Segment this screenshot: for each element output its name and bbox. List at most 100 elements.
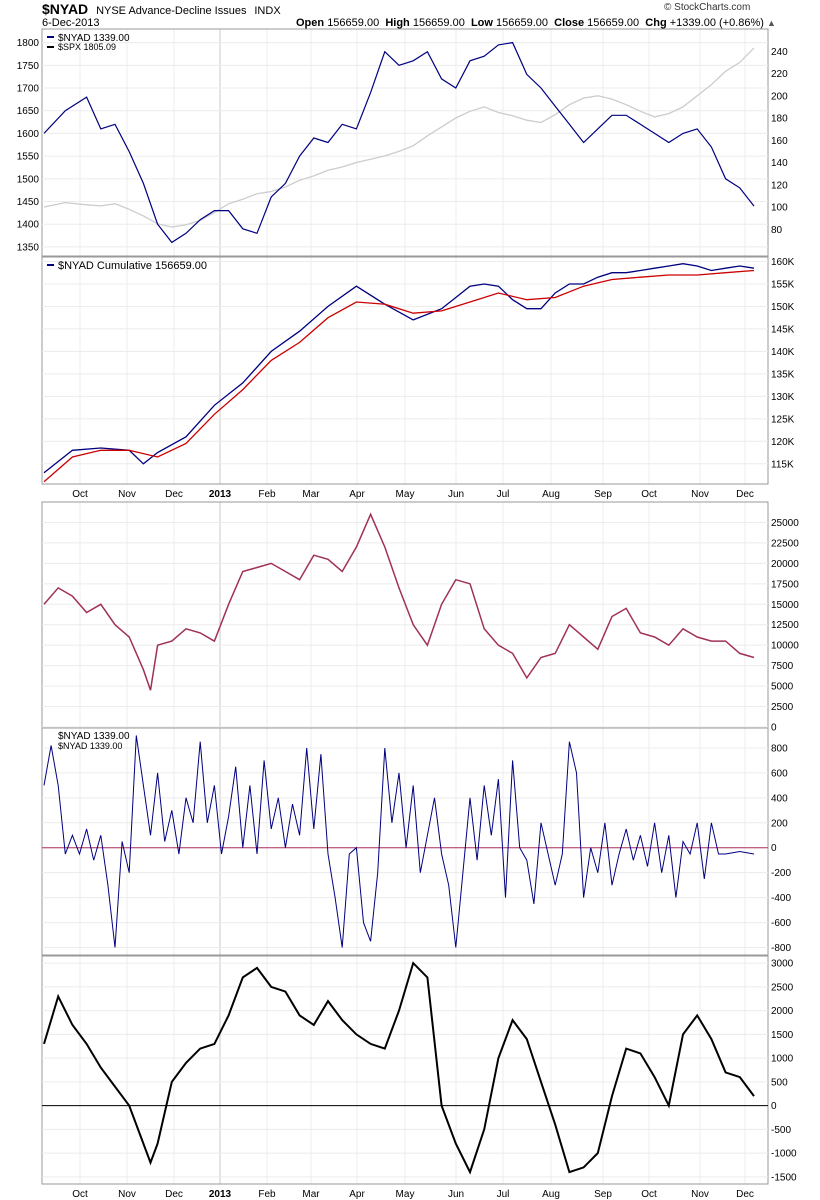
spx-line — [43, 47, 755, 228]
x-tick-label: Oct — [641, 489, 657, 500]
y-tick-label: 2000 — [771, 1006, 794, 1017]
legend-label: $NYAD 1339.00 — [58, 731, 130, 742]
x-tick-label: Aug — [542, 1189, 560, 1200]
y-tick-label: 0 — [771, 843, 777, 854]
open-label: Open — [296, 17, 325, 29]
high-value: 156659.00 — [412, 17, 465, 29]
y-tick-label-right: 220 — [771, 69, 788, 80]
x-tick-label: May — [396, 1189, 415, 1200]
x-tick-label: Sep — [594, 489, 612, 500]
panel-frame — [41, 955, 769, 1185]
x-tick-label: Oct — [72, 1189, 88, 1200]
chg-label: Chg — [645, 17, 667, 29]
y-tick-label: 1000 — [771, 1054, 794, 1065]
chart-date: 6-Dec-2013 — [42, 17, 100, 29]
exchange: INDX — [254, 5, 281, 17]
x-tick-label: Dec — [736, 1189, 754, 1200]
x-tick-label: Dec — [165, 489, 183, 500]
cumulative-line — [43, 263, 755, 474]
x-tick-label: Aug — [542, 489, 560, 500]
x-tick-label: Nov — [691, 489, 709, 500]
x-tick-label: Feb — [258, 1189, 276, 1200]
x-tick-label: Oct — [72, 489, 88, 500]
y-tick-label: 400 — [771, 793, 788, 804]
collapse-icon[interactable]: ▲ — [767, 18, 776, 28]
legend-label: $NYAD 1339.00 — [58, 741, 122, 751]
x-tick-label: Nov — [118, 489, 136, 500]
y-tick-label: 115K — [771, 459, 794, 470]
y-tick-label: 7500 — [771, 661, 794, 672]
y-tick-label: -500 — [771, 1125, 791, 1136]
y-tick-label-left: 1500 — [17, 174, 40, 185]
y-tick-label-left: 1550 — [17, 152, 40, 163]
x-tick-label: Dec — [736, 489, 754, 500]
y-tick-label: 150K — [771, 302, 795, 313]
y-tick-label: 600 — [771, 768, 788, 779]
y-tick-label-left: 1800 — [17, 38, 40, 49]
low-value: 156659.00 — [496, 17, 549, 29]
y-tick-label-right: 120 — [771, 180, 788, 191]
y-tick-label: -1000 — [771, 1149, 797, 1160]
x-tick-label: Jul — [497, 1189, 510, 1200]
x-tick-label: Jun — [448, 1189, 464, 1200]
y-tick-label: 5000 — [771, 682, 794, 693]
y-tick-label: 25000 — [771, 518, 799, 529]
y-tick-label: 500 — [771, 1077, 788, 1088]
y-tick-label: 160K — [771, 257, 795, 268]
symbol: $NYAD — [42, 1, 89, 17]
x-tick-label: Sep — [594, 1189, 612, 1200]
x-tick-label: 2013 — [209, 1189, 232, 1200]
x-tick-label: Dec — [165, 1189, 183, 1200]
y-tick-label: 800 — [771, 743, 788, 754]
chg-value: +1339.00 (+0.86%) — [669, 17, 764, 29]
legend-label: $NYAD 1339.00 — [58, 33, 130, 44]
y-tick-label-left: 1400 — [17, 220, 40, 231]
y-tick-label: 20000 — [771, 559, 799, 570]
cumulative-average-line — [43, 269, 755, 483]
y-tick-label: -1500 — [771, 1172, 797, 1183]
y-tick-label: 15000 — [771, 600, 799, 611]
panel-frame — [41, 256, 769, 485]
oscillator-a-line — [43, 512, 755, 691]
y-tick-label-left: 1350 — [17, 242, 40, 253]
watermark: © StockCharts.com — [664, 2, 751, 13]
close-value: 156659.00 — [587, 17, 640, 29]
x-tick-label: Nov — [118, 1189, 136, 1200]
y-tick-label-right: 160 — [771, 136, 788, 147]
y-tick-label-right: 240 — [771, 47, 788, 58]
y-tick-label: 130K — [771, 392, 795, 403]
y-tick-label-right: 180 — [771, 114, 788, 125]
y-tick-label-left: 1750 — [17, 61, 40, 72]
panel-frame — [41, 28, 769, 257]
y-tick-label: 0 — [771, 1101, 777, 1112]
y-tick-label: -600 — [771, 918, 791, 929]
y-tick-label: 135K — [771, 369, 795, 380]
y-tick-label: 10000 — [771, 641, 799, 652]
symbol-title: $NYAD NYSE Advance-Decline Issues INDX — [42, 1, 281, 17]
y-tick-label: 200 — [771, 818, 788, 829]
panel-frame — [41, 727, 769, 956]
x-tick-label: Mar — [302, 1189, 320, 1200]
y-tick-label: 12500 — [771, 620, 799, 631]
y-tick-label-right: 200 — [771, 91, 788, 102]
y-tick-label-left: 1600 — [17, 129, 40, 140]
x-tick-label: May — [396, 489, 415, 500]
y-tick-label-left: 1700 — [17, 84, 40, 95]
x-tick-label: Jul — [497, 489, 510, 500]
x-tick-label: Nov — [691, 1189, 709, 1200]
y-tick-label: 140K — [771, 347, 795, 358]
y-tick-label-right: 140 — [771, 158, 788, 169]
low-label: Low — [470, 17, 493, 29]
y-tick-label: 120K — [771, 437, 795, 448]
y-tick-label: 155K — [771, 279, 795, 290]
x-tick-label: Apr — [349, 1189, 365, 1200]
y-tick-label: 2500 — [771, 982, 794, 993]
y-tick-label: -200 — [771, 868, 791, 879]
x-tick-label: Mar — [302, 489, 320, 500]
symbol-description: NYSE Advance-Decline Issues — [96, 5, 247, 17]
open-value: 156659.00 — [327, 17, 380, 29]
y-tick-label: 145K — [771, 324, 795, 335]
close-label: Close — [554, 17, 585, 29]
